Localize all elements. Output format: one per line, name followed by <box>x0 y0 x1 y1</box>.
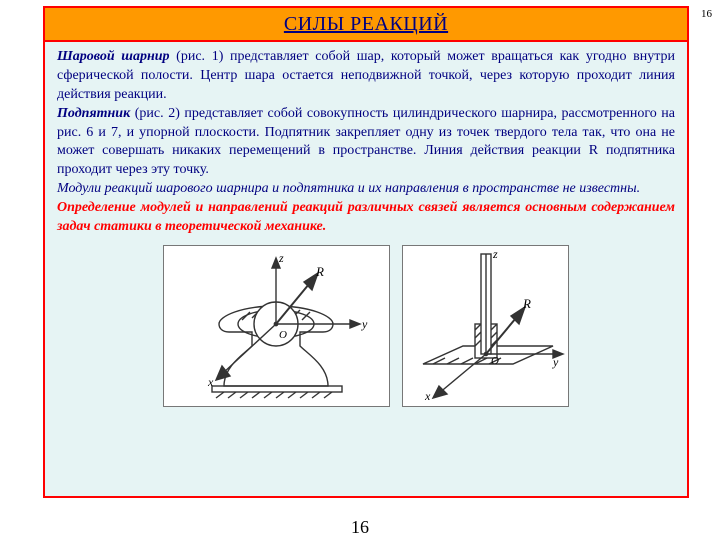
fig2-label-R: R <box>522 296 531 311</box>
page-title: СИЛЫ РЕАКЦИЙ <box>284 13 448 36</box>
fig1-label-x: x <box>207 375 214 389</box>
figure-2: z y x R O <box>402 245 569 407</box>
fig2-label-y: y <box>552 355 559 369</box>
content-card: СИЛЫ РЕАКЦИЙ Шаровой шарнир (рис. 1) пре… <box>43 6 689 498</box>
title-bar: СИЛЫ РЕАКЦИЙ <box>45 8 687 42</box>
fig1-label-z: z <box>278 251 284 265</box>
fig2-label-O: O <box>491 355 499 367</box>
term-2: Подпятник <box>57 106 130 121</box>
fig2-label-z: z <box>492 247 498 261</box>
body-text: Шаровой шарнир (рис. 1) представляет соб… <box>45 42 687 237</box>
page-number-top: 16 <box>701 8 712 20</box>
para2-rest: (рис. 2) представляет собой совокупность… <box>57 106 675 178</box>
term-1: Шаровой шарнир <box>57 49 170 64</box>
figure-1: z y x R O <box>163 245 390 407</box>
fig1-label-R: R <box>315 264 324 279</box>
paragraph-4-red: Определение модулей и направлений реакци… <box>57 199 675 237</box>
paragraph-3-italic: Модули реакций шарового шарнира и подпят… <box>57 180 675 199</box>
page-number-bottom: 16 <box>351 517 369 538</box>
paragraph-2: Подпятник (рис. 2) представляет собой со… <box>57 105 675 181</box>
fig1-label-O: O <box>279 329 287 341</box>
fig1-label-y: y <box>361 317 368 331</box>
fig2-label-x: x <box>424 389 431 403</box>
figures-row: z y x R O <box>45 245 687 407</box>
paragraph-1: Шаровой шарнир (рис. 1) представляет соб… <box>57 48 675 105</box>
